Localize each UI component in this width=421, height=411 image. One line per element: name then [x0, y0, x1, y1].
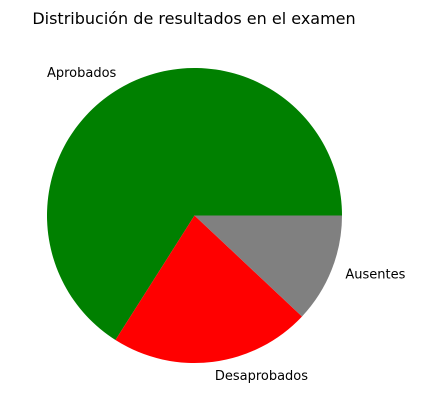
label-desaprobados: Desaprobados [215, 369, 308, 384]
slice-aprobados [47, 67, 343, 341]
slice-desaprobados [115, 215, 303, 363]
chart-title: Distribución de resultados en el examen [32, 9, 355, 28]
label-aprobados: Aprobados [47, 66, 117, 81]
label-ausentes: Ausentes [345, 268, 405, 283]
pie-slices [47, 67, 343, 363]
slice-ausentes [194, 215, 342, 317]
pie-labels: Aprobados Desaprobados Ausentes [47, 66, 406, 384]
